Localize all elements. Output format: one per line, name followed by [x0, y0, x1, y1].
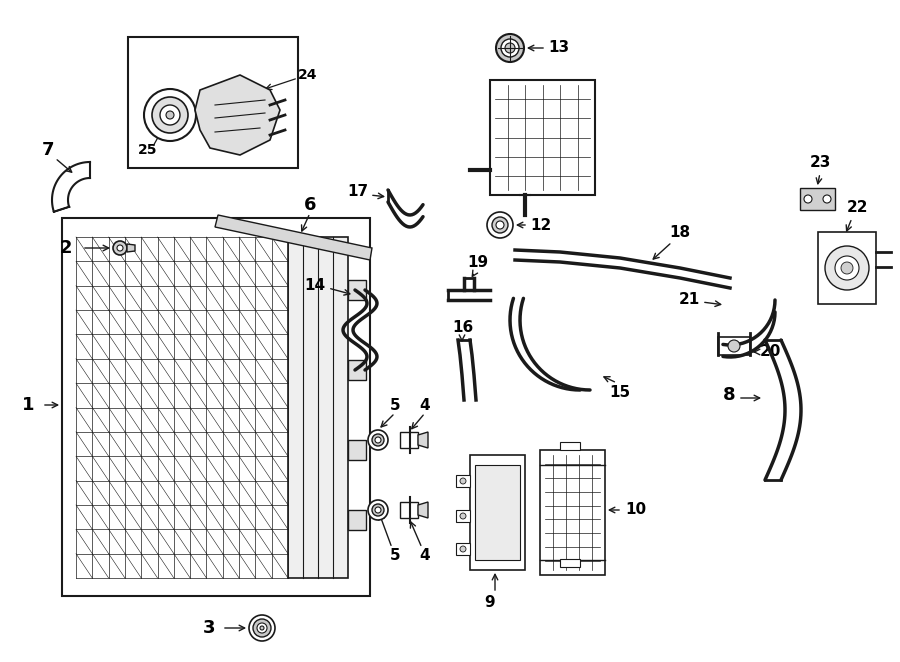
Circle shape	[260, 626, 264, 630]
Circle shape	[253, 619, 271, 637]
Circle shape	[160, 105, 180, 125]
Text: 9: 9	[485, 595, 495, 610]
Bar	[540, 450, 605, 575]
Circle shape	[372, 504, 384, 516]
Text: 2: 2	[59, 239, 72, 257]
Bar	[400, 502, 418, 518]
Text: 18: 18	[670, 225, 690, 240]
Circle shape	[368, 430, 388, 450]
Polygon shape	[215, 215, 372, 260]
Bar	[470, 455, 525, 570]
Text: 22: 22	[847, 200, 868, 215]
Text: 16: 16	[453, 320, 473, 335]
Bar	[62, 218, 370, 596]
Circle shape	[501, 39, 519, 57]
Text: 5: 5	[390, 549, 400, 563]
Circle shape	[492, 217, 508, 233]
Circle shape	[496, 34, 524, 62]
Circle shape	[496, 221, 504, 229]
Text: 4: 4	[419, 397, 430, 412]
Text: 4: 4	[419, 549, 430, 563]
Circle shape	[249, 615, 275, 641]
Circle shape	[487, 212, 513, 238]
Circle shape	[375, 507, 381, 513]
Bar	[128, 37, 298, 168]
Circle shape	[117, 245, 123, 251]
Bar	[818, 232, 876, 304]
Bar	[560, 559, 580, 567]
Text: 12: 12	[530, 218, 551, 232]
Text: 13: 13	[548, 40, 569, 56]
Circle shape	[113, 241, 127, 255]
Bar	[456, 543, 470, 555]
Text: 24: 24	[298, 68, 318, 82]
Polygon shape	[418, 502, 428, 518]
Text: 15: 15	[609, 385, 631, 400]
Bar	[718, 337, 750, 355]
Circle shape	[460, 513, 466, 519]
Circle shape	[823, 195, 831, 203]
Bar	[456, 475, 470, 487]
Text: 17: 17	[346, 185, 368, 199]
Text: 10: 10	[625, 502, 646, 518]
Circle shape	[152, 97, 188, 133]
Circle shape	[257, 623, 267, 633]
Text: 25: 25	[139, 143, 158, 157]
Circle shape	[166, 111, 174, 119]
Text: 11: 11	[570, 117, 591, 132]
Polygon shape	[195, 75, 280, 155]
Circle shape	[835, 256, 859, 280]
Bar	[348, 510, 366, 530]
Text: 23: 23	[809, 155, 831, 170]
Bar	[475, 465, 520, 560]
Text: 6: 6	[304, 196, 316, 214]
Bar	[348, 360, 366, 380]
Bar	[456, 510, 470, 522]
Circle shape	[372, 434, 384, 446]
Text: 20: 20	[760, 344, 781, 359]
Bar	[490, 80, 595, 195]
Bar	[560, 442, 580, 450]
Bar	[348, 280, 366, 300]
Text: 8: 8	[723, 386, 735, 404]
Circle shape	[375, 437, 381, 443]
Text: 1: 1	[22, 396, 34, 414]
Text: 14: 14	[304, 277, 325, 293]
Text: 3: 3	[202, 619, 215, 637]
Circle shape	[460, 546, 466, 552]
Bar	[800, 188, 835, 210]
Text: 21: 21	[679, 293, 700, 308]
Circle shape	[804, 195, 812, 203]
Circle shape	[728, 340, 740, 352]
Polygon shape	[418, 432, 428, 448]
Bar	[348, 440, 366, 460]
Polygon shape	[127, 244, 135, 252]
Circle shape	[841, 262, 853, 274]
Bar	[400, 432, 418, 448]
Circle shape	[825, 246, 869, 290]
Text: 5: 5	[390, 397, 400, 412]
Bar	[288, 237, 348, 578]
Circle shape	[144, 89, 196, 141]
Text: 7: 7	[41, 141, 54, 159]
Circle shape	[368, 500, 388, 520]
Circle shape	[460, 478, 466, 484]
Text: 19: 19	[467, 255, 489, 270]
Circle shape	[505, 43, 515, 53]
